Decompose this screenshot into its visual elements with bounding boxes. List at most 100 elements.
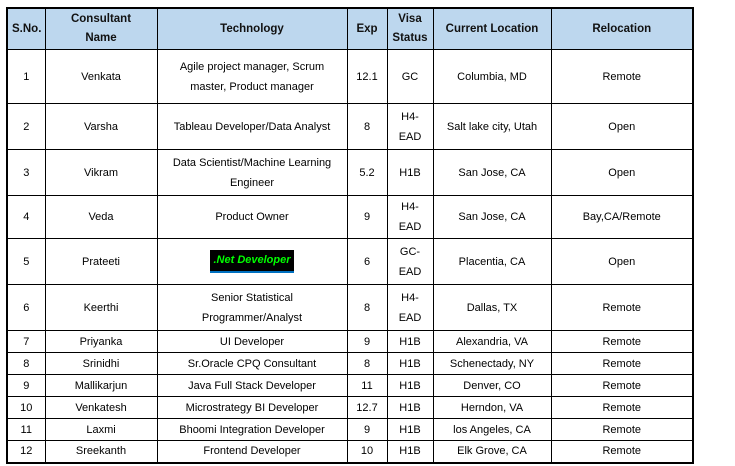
cell-technology: .Net Developer: [156, 238, 348, 285]
cell-consultant-name: Laxmi: [44, 418, 158, 441]
cell-visa-status: H4-EAD: [386, 284, 434, 331]
consultant-hotlist-sheet: S.No. Consultant Name Technology Exp Vis…: [6, 7, 694, 464]
cell-visa-status: H1B: [386, 149, 434, 196]
table-row: 1 Venkata Agile project manager, Scrum m…: [6, 49, 694, 104]
cell-sno: 7: [6, 330, 46, 353]
cell-relocation: Remote: [550, 374, 694, 397]
cell-current-location: San Jose, CA: [432, 149, 552, 196]
cell-current-location: Dallas, TX: [432, 284, 552, 331]
cell-technology: Product Owner: [156, 195, 348, 239]
cell-sno: 2: [6, 103, 46, 150]
cell-sno: 4: [6, 195, 46, 239]
cell-exp: 8: [346, 284, 388, 331]
cell-relocation: Open: [550, 103, 694, 150]
cell-current-location: Denver, CO: [432, 374, 552, 397]
cell-visa-status: H1B: [386, 330, 434, 353]
cell-relocation: Remote: [550, 284, 694, 331]
cell-exp: 8: [346, 103, 388, 150]
cell-consultant-name: Priyanka: [44, 330, 158, 353]
cell-current-location: Schenectady, NY: [432, 352, 552, 375]
cell-current-location: Columbia, MD: [432, 49, 552, 104]
table-row: 11 Laxmi Bhoomi Integration Developer 9 …: [6, 418, 694, 441]
cell-visa-status: GC-EAD: [386, 238, 434, 285]
cell-sno: 12: [6, 440, 46, 463]
cell-relocation: Remote: [550, 352, 694, 375]
cell-consultant-name: Sreekanth: [44, 440, 158, 463]
cell-current-location: San Jose, CA: [432, 195, 552, 239]
col-header-relocation: Relocation: [550, 7, 694, 50]
cell-technology: Frontend Developer: [156, 440, 348, 463]
cell-consultant-name: Prateeti: [44, 238, 158, 285]
cell-visa-status: H1B: [386, 374, 434, 397]
col-header-consultant-name: Consultant Name: [44, 7, 158, 50]
cell-sno: 5: [6, 238, 46, 285]
cell-exp: 12.1: [346, 49, 388, 104]
cell-current-location: Alexandria, VA: [432, 330, 552, 353]
cell-consultant-name: Varsha: [44, 103, 158, 150]
cell-exp: 9: [346, 195, 388, 239]
cell-relocation: Remote: [550, 330, 694, 353]
cell-relocation: Remote: [550, 440, 694, 463]
cell-current-location: Elk Grove, CA: [432, 440, 552, 463]
col-header-exp: Exp: [346, 7, 388, 50]
cell-visa-status: H1B: [386, 440, 434, 463]
cell-relocation: Open: [550, 149, 694, 196]
col-header-consultant-name-label: Consultant Name: [70, 13, 132, 44]
table-row: 5 Prateeti .Net Developer 6 GC-EAD Place…: [6, 238, 694, 285]
cell-technology: UI Developer: [156, 330, 348, 353]
cell-exp: 12.7: [346, 396, 388, 419]
cell-technology: Agile project manager, Scrum master, Pro…: [156, 49, 348, 104]
header-row: S.No. Consultant Name Technology Exp Vis…: [6, 7, 694, 50]
cell-consultant-name: Mallikarjun: [44, 374, 158, 397]
cell-technology: Java Full Stack Developer: [156, 374, 348, 397]
cell-visa-status: H1B: [386, 396, 434, 419]
cell-relocation: Open: [550, 238, 694, 285]
cell-technology: Microstrategy BI Developer: [156, 396, 348, 419]
cell-technology: Tableau Developer/Data Analyst: [156, 103, 348, 150]
cell-sno: 10: [6, 396, 46, 419]
col-header-current-location: Current Location: [432, 7, 552, 50]
cell-exp: 8: [346, 352, 388, 375]
table-row: 7 Priyanka UI Developer 9 H1B Alexandria…: [6, 330, 694, 353]
cell-technology: Sr.Oracle CPQ Consultant: [156, 352, 348, 375]
cell-sno: 9: [6, 374, 46, 397]
cell-visa-status: H4-EAD: [386, 195, 434, 239]
col-header-visa-status: Visa Status: [386, 7, 434, 50]
cell-exp: 9: [346, 330, 388, 353]
cell-exp: 10: [346, 440, 388, 463]
table-row: 9 Mallikarjun Java Full Stack Developer …: [6, 374, 694, 397]
cell-sno: 11: [6, 418, 46, 441]
cell-sno: 3: [6, 149, 46, 196]
consultant-hotlist-table: S.No. Consultant Name Technology Exp Vis…: [6, 7, 694, 464]
cell-sno: 1: [6, 49, 46, 104]
table-row: 6 Keerthi Senior Statistical Programmer/…: [6, 284, 694, 331]
cell-current-location: Placentia, CA: [432, 238, 552, 285]
cell-relocation: Remote: [550, 396, 694, 419]
cell-visa-status: GC: [386, 49, 434, 104]
cell-technology: Bhoomi Integration Developer: [156, 418, 348, 441]
table-row: 2 Varsha Tableau Developer/Data Analyst …: [6, 103, 694, 150]
cell-technology: Data Scientist/Machine Learning Engineer: [156, 149, 348, 196]
cell-exp: 5.2: [346, 149, 388, 196]
cell-consultant-name: Vikram: [44, 149, 158, 196]
col-header-technology: Technology: [156, 7, 348, 50]
cell-consultant-name: Srinidhi: [44, 352, 158, 375]
cell-visa-status: H1B: [386, 352, 434, 375]
cell-relocation: Remote: [550, 418, 694, 441]
cell-relocation: Remote: [550, 49, 694, 104]
cell-visa-status: H1B: [386, 418, 434, 441]
cell-exp: 6: [346, 238, 388, 285]
col-header-sno: S.No.: [6, 7, 46, 50]
cell-relocation: Bay,CA/Remote: [550, 195, 694, 239]
net-developer-highlighted-link[interactable]: .Net Developer: [210, 250, 294, 273]
cell-consultant-name: Venkata: [44, 49, 158, 104]
cell-current-location: Salt lake city, Utah: [432, 103, 552, 150]
table-row: 8 Srinidhi Sr.Oracle CPQ Consultant 8 H1…: [6, 352, 694, 375]
cell-sno: 8: [6, 352, 46, 375]
cell-consultant-name: Veda: [44, 195, 158, 239]
table-row: 12 Sreekanth Frontend Developer 10 H1B E…: [6, 440, 694, 463]
table-row: 3 Vikram Data Scientist/Machine Learning…: [6, 149, 694, 196]
cell-exp: 9: [346, 418, 388, 441]
cell-technology: Senior Statistical Programmer/Analyst: [156, 284, 348, 331]
cell-sno: 6: [6, 284, 46, 331]
